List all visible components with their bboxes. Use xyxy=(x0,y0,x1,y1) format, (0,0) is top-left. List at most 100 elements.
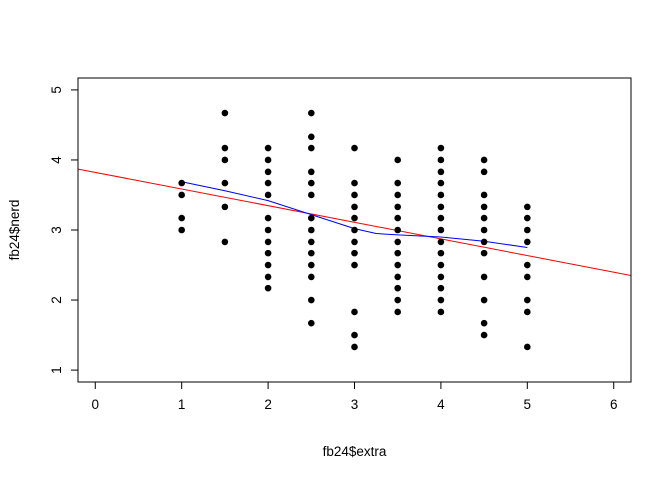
data-point xyxy=(351,144,358,152)
x-tick-label: 0 xyxy=(92,397,100,412)
data-points xyxy=(178,109,531,351)
data-point xyxy=(178,191,185,199)
data-point xyxy=(307,296,315,304)
data-point xyxy=(264,238,272,246)
x-tick-label: 5 xyxy=(524,397,532,412)
data-point xyxy=(437,144,445,152)
y-tick-label: 3 xyxy=(49,226,64,234)
data-point xyxy=(264,179,272,187)
data-point xyxy=(394,308,402,316)
y-tick-label: 1 xyxy=(49,366,64,374)
data-point xyxy=(351,179,358,187)
data-point xyxy=(394,261,402,269)
data-point xyxy=(394,156,402,164)
data-point xyxy=(394,273,402,281)
data-point xyxy=(221,179,229,187)
data-point xyxy=(394,249,402,257)
data-point xyxy=(264,261,272,269)
data-point xyxy=(351,249,358,257)
x-tick-label: 1 xyxy=(178,397,186,412)
data-point xyxy=(437,296,445,304)
data-point xyxy=(437,308,445,316)
data-point xyxy=(307,238,315,246)
data-point xyxy=(437,249,445,257)
data-point xyxy=(480,331,488,339)
data-point xyxy=(437,179,445,187)
data-point xyxy=(437,226,445,234)
data-point xyxy=(524,238,531,246)
data-point xyxy=(307,179,315,187)
regression-line xyxy=(78,168,631,277)
data-point xyxy=(524,296,531,304)
data-point xyxy=(437,284,445,292)
data-point xyxy=(480,191,488,199)
data-point xyxy=(524,203,531,211)
data-point xyxy=(524,343,531,351)
data-point xyxy=(264,214,272,222)
data-point xyxy=(394,226,402,234)
data-point xyxy=(264,249,272,257)
data-point xyxy=(480,168,488,176)
data-point xyxy=(221,203,229,211)
data-point xyxy=(480,249,488,257)
x-axis: 0 1 2 3 4 5 6 xyxy=(92,381,618,412)
data-point xyxy=(178,226,185,234)
data-point xyxy=(307,133,315,141)
data-point xyxy=(307,319,315,327)
data-point xyxy=(437,261,445,269)
data-point xyxy=(394,191,402,199)
data-point xyxy=(351,226,358,234)
x-tick-label: 2 xyxy=(264,397,272,412)
y-axis-label: fb24$nerd xyxy=(7,200,22,261)
data-point xyxy=(307,214,315,222)
y-tick-label: 4 xyxy=(49,156,64,164)
data-point xyxy=(264,191,272,199)
data-point xyxy=(437,191,445,199)
data-point xyxy=(221,144,229,152)
data-point xyxy=(480,273,488,281)
data-point xyxy=(480,156,488,164)
data-point xyxy=(480,238,488,246)
smooth-line xyxy=(181,181,528,248)
data-point xyxy=(351,343,358,351)
data-point xyxy=(394,214,402,222)
data-point xyxy=(437,214,445,222)
data-point xyxy=(264,284,272,292)
data-point xyxy=(264,156,272,164)
data-point xyxy=(264,273,272,281)
data-point xyxy=(524,214,531,222)
data-point xyxy=(394,179,402,187)
plot-frame xyxy=(77,77,632,383)
data-point xyxy=(437,168,445,176)
x-tick-label: 6 xyxy=(610,397,618,412)
y-axis: 1 2 3 4 5 xyxy=(49,86,79,374)
x-tick-label: 4 xyxy=(437,397,445,412)
data-point xyxy=(524,308,531,316)
fit-lines xyxy=(78,168,631,277)
data-point xyxy=(437,203,445,211)
data-point xyxy=(437,238,445,246)
data-point xyxy=(394,296,402,304)
data-point xyxy=(351,191,358,199)
x-axis-label: fb24$extra xyxy=(323,444,387,459)
data-point xyxy=(351,331,358,339)
data-point xyxy=(264,168,272,176)
y-tick-label: 5 xyxy=(49,86,64,94)
data-point xyxy=(394,203,402,211)
data-point xyxy=(307,249,315,257)
data-point xyxy=(437,156,445,164)
data-point xyxy=(351,203,358,211)
data-point xyxy=(307,273,315,281)
data-point xyxy=(264,144,272,152)
data-point xyxy=(480,319,488,327)
data-point xyxy=(178,214,185,222)
data-point xyxy=(221,156,229,164)
y-tick-label: 2 xyxy=(49,296,64,304)
data-point xyxy=(221,109,229,117)
data-point xyxy=(480,226,488,234)
data-point xyxy=(480,214,488,222)
data-point xyxy=(221,238,229,246)
data-point xyxy=(307,191,315,199)
data-point xyxy=(178,179,185,187)
